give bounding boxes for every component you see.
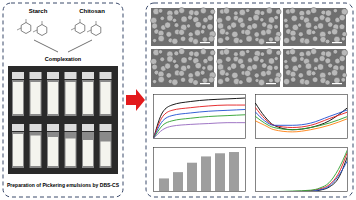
svg-text:Chitosan: Chitosan: [79, 8, 105, 14]
svg-text:Starch: Starch: [29, 8, 48, 14]
svg-text:Preparation of Pickering emuls: Preparation of Pickering emulsions by DB…: [7, 182, 120, 188]
svg-text:Complexation: Complexation: [45, 56, 82, 62]
